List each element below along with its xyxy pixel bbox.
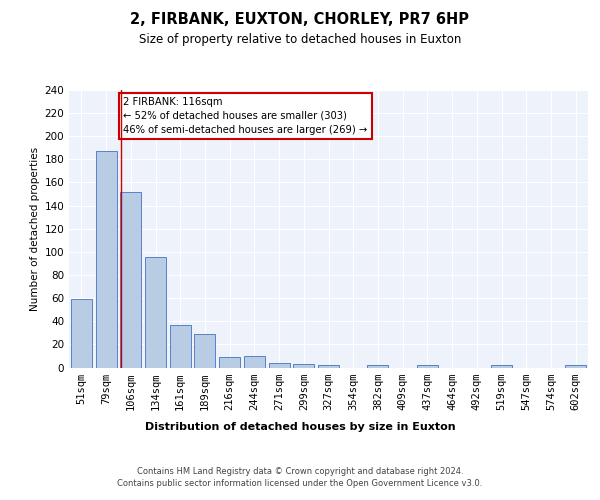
Text: 2, FIRBANK, EUXTON, CHORLEY, PR7 6HP: 2, FIRBANK, EUXTON, CHORLEY, PR7 6HP — [131, 12, 470, 28]
Bar — [491, 365, 512, 368]
Y-axis label: Number of detached properties: Number of detached properties — [30, 146, 40, 311]
Bar — [318, 365, 339, 368]
Bar — [417, 365, 438, 368]
Bar — [120, 192, 141, 368]
Bar — [219, 357, 240, 368]
Text: Size of property relative to detached houses in Euxton: Size of property relative to detached ho… — [139, 32, 461, 46]
Bar — [565, 365, 586, 368]
Text: Contains HM Land Registry data © Crown copyright and database right 2024.
Contai: Contains HM Land Registry data © Crown c… — [118, 468, 482, 488]
Bar — [194, 334, 215, 368]
Bar — [170, 324, 191, 368]
Bar — [95, 152, 116, 368]
Text: Distribution of detached houses by size in Euxton: Distribution of detached houses by size … — [145, 422, 455, 432]
Bar — [367, 365, 388, 368]
Bar — [244, 356, 265, 368]
Bar — [293, 364, 314, 368]
Bar — [269, 363, 290, 368]
Text: 2 FIRBANK: 116sqm
← 52% of detached houses are smaller (303)
46% of semi-detache: 2 FIRBANK: 116sqm ← 52% of detached hous… — [124, 97, 368, 135]
Bar — [71, 300, 92, 368]
Bar — [145, 256, 166, 368]
